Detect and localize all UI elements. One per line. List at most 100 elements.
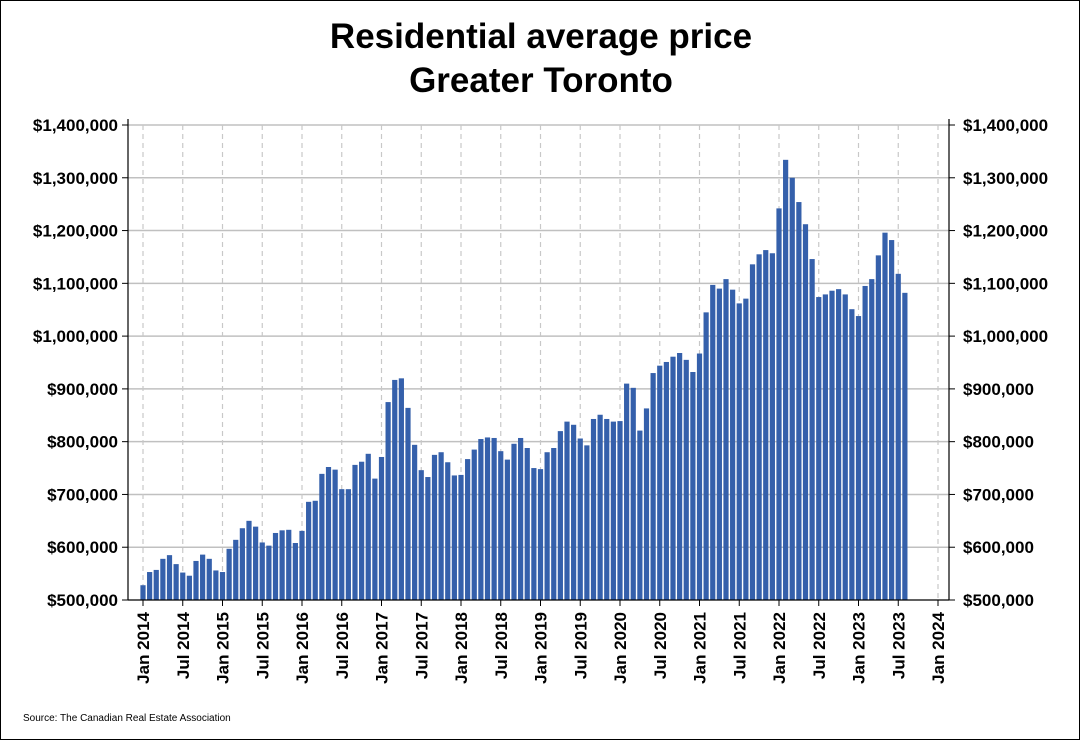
y-tick-label-right: $1,200,000 bbox=[963, 222, 1048, 241]
bar bbox=[809, 259, 815, 600]
bar bbox=[703, 312, 709, 600]
bar bbox=[431, 454, 438, 600]
bar bbox=[836, 289, 842, 600]
bar bbox=[339, 489, 345, 600]
bar bbox=[723, 279, 729, 600]
bar bbox=[875, 255, 881, 600]
x-tick-label: Jul 2016 bbox=[333, 612, 352, 679]
x-tick-label: Jul 2021 bbox=[730, 612, 749, 679]
chart-title-line2: Greater Toronto bbox=[409, 61, 673, 100]
bar bbox=[180, 572, 186, 600]
bar bbox=[359, 461, 365, 600]
bar bbox=[418, 470, 424, 600]
bar bbox=[478, 439, 484, 600]
bar bbox=[219, 572, 226, 600]
x-tick-label: Jan 2019 bbox=[532, 612, 551, 684]
bar bbox=[412, 444, 418, 600]
bar bbox=[193, 560, 199, 600]
bar bbox=[398, 378, 404, 600]
bar bbox=[683, 359, 689, 600]
bar bbox=[696, 353, 703, 600]
y-tick-label-left: $1,400,000 bbox=[33, 116, 118, 135]
x-tick-label: Jan 2015 bbox=[214, 612, 233, 684]
y-tick-label-right: $1,400,000 bbox=[963, 116, 1048, 135]
bar bbox=[643, 408, 650, 600]
bar bbox=[796, 202, 802, 601]
bar bbox=[518, 437, 524, 600]
bar bbox=[597, 414, 603, 600]
chart-title-line1: Residential average price bbox=[329, 17, 753, 56]
bar bbox=[657, 365, 663, 600]
bar bbox=[889, 240, 895, 601]
bar bbox=[716, 288, 722, 600]
y-tick-label-left: $500,000 bbox=[47, 591, 118, 610]
bar bbox=[332, 469, 338, 600]
bar bbox=[630, 387, 636, 600]
y-tick-label-right: $500,000 bbox=[963, 591, 1034, 610]
y-tick-label-left: $800,000 bbox=[47, 433, 118, 452]
bar bbox=[279, 530, 285, 600]
x-tick-label: Jan 2017 bbox=[373, 612, 392, 684]
bar bbox=[259, 542, 265, 600]
bar bbox=[637, 430, 643, 600]
bar bbox=[604, 418, 610, 600]
bar bbox=[743, 298, 749, 600]
bar bbox=[736, 303, 742, 600]
bar bbox=[551, 448, 557, 600]
x-tick-label: Jan 2018 bbox=[452, 612, 471, 684]
bar bbox=[802, 224, 809, 600]
bar bbox=[756, 254, 762, 601]
y-tick-label-right: $900,000 bbox=[963, 380, 1034, 399]
chart-title: Residential average price Greater Toront… bbox=[1, 15, 1079, 103]
bar bbox=[895, 273, 901, 600]
bar bbox=[253, 526, 259, 600]
bar bbox=[842, 294, 848, 600]
bar bbox=[299, 530, 305, 600]
bar bbox=[471, 449, 477, 600]
y-tick-label-left: $1,100,000 bbox=[33, 274, 118, 293]
bar bbox=[319, 473, 325, 600]
bar bbox=[306, 501, 312, 600]
bar bbox=[650, 373, 656, 600]
bar bbox=[166, 555, 173, 600]
bar bbox=[206, 558, 212, 600]
bar bbox=[365, 453, 371, 600]
bar bbox=[239, 528, 245, 600]
bar bbox=[160, 558, 166, 600]
bar bbox=[378, 456, 385, 600]
bar bbox=[372, 478, 378, 600]
bar bbox=[140, 585, 146, 600]
x-tick-label: Jan 2021 bbox=[691, 612, 710, 684]
x-tick-label: Jul 2019 bbox=[571, 612, 590, 679]
y-tick-label-right: $600,000 bbox=[963, 538, 1034, 557]
y-tick-label-left: $700,000 bbox=[47, 485, 118, 504]
bar bbox=[564, 421, 570, 600]
x-tick-label: Jul 2018 bbox=[492, 612, 511, 679]
bar bbox=[783, 159, 789, 601]
bar bbox=[531, 468, 537, 600]
y-tick-label-right: $1,100,000 bbox=[963, 274, 1048, 293]
x-tick-label: Jul 2015 bbox=[253, 612, 272, 679]
x-tick-label: Jul 2020 bbox=[651, 612, 670, 679]
bar bbox=[292, 543, 298, 600]
bar bbox=[763, 250, 769, 601]
y-tick-label-left: $1,300,000 bbox=[33, 169, 118, 188]
bar bbox=[524, 448, 530, 600]
bar bbox=[537, 469, 544, 600]
bar bbox=[849, 309, 855, 600]
bar bbox=[226, 548, 232, 600]
y-tick-label-left: $1,000,000 bbox=[33, 327, 118, 346]
bar bbox=[200, 554, 206, 600]
bar bbox=[312, 500, 318, 600]
bar bbox=[829, 290, 835, 600]
x-tick-label: Jan 2016 bbox=[293, 612, 312, 684]
bar bbox=[710, 284, 716, 600]
bar bbox=[246, 520, 252, 600]
bar bbox=[869, 279, 875, 600]
bar bbox=[405, 407, 411, 600]
bar bbox=[590, 418, 597, 600]
bar bbox=[385, 402, 391, 600]
bar bbox=[325, 467, 332, 600]
